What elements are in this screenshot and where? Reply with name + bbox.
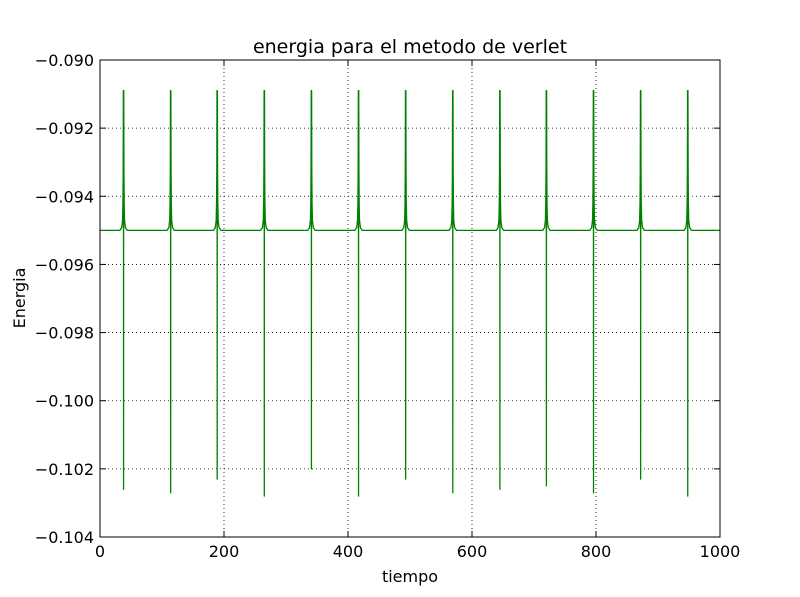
x-tick-label: 1000 xyxy=(700,542,741,561)
y-tick-label: −0.098 xyxy=(35,324,94,343)
y-axis-label: Energia xyxy=(10,268,29,329)
grid-lines xyxy=(100,60,720,537)
y-tick-label: −0.090 xyxy=(35,51,94,70)
x-tick-label: 200 xyxy=(209,542,240,561)
y-tick-label: −0.092 xyxy=(35,119,94,138)
chart-title: energia para el metodo de verlet xyxy=(253,36,567,58)
axis-ticks: 0 200 400 600 800 1000 −0.090 −0.092 −0.094 −0.09… xyxy=(35,51,741,561)
y-tick-label: −0.094 xyxy=(35,187,94,206)
energy-series-line xyxy=(100,90,720,497)
y-tick-label: −0.100 xyxy=(35,392,94,411)
series-layer xyxy=(100,90,720,497)
y-tick-label: −0.102 xyxy=(35,460,94,479)
x-axis-label: tiempo xyxy=(382,567,438,586)
x-tick-label: 600 xyxy=(457,542,488,561)
x-tick-label: 0 xyxy=(95,542,105,561)
x-tick-label: 400 xyxy=(333,542,364,561)
x-tick-label: 800 xyxy=(581,542,612,561)
y-tick-label: −0.104 xyxy=(35,528,94,547)
plot-frame xyxy=(99,59,721,538)
y-tick-label: −0.096 xyxy=(35,255,94,274)
